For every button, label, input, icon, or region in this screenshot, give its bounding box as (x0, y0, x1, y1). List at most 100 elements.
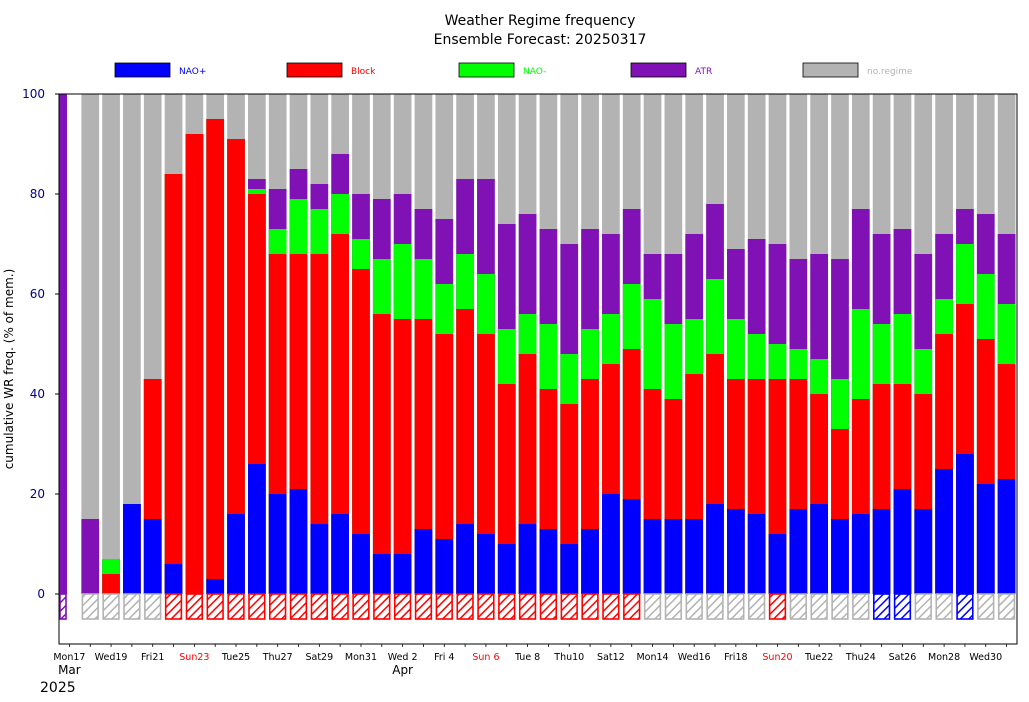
bar-segment-nao-pos (602, 494, 620, 594)
bar-segment-block (456, 309, 474, 594)
dominant-regime-marker (706, 593, 724, 620)
dominant-regime-marker (727, 593, 745, 620)
bar-segment-block (227, 139, 245, 594)
dominant-regime-marker (373, 593, 391, 620)
bar-segment-block (414, 319, 433, 594)
bar-segment-block (393, 319, 412, 594)
y-tick-label: 40 (30, 387, 45, 401)
dominant-regime-marker (810, 593, 828, 620)
chart-title: Weather Regime frequency (445, 13, 636, 29)
bar-segment-nao-pos (352, 534, 370, 594)
year-label: 2025 (40, 680, 76, 696)
bar-segment-nao-pos (539, 529, 558, 594)
dominant-regime-marker (227, 593, 245, 620)
dominant-regime-marker (893, 593, 912, 620)
dominant-regime-marker (414, 593, 433, 620)
bar-segment-no-regime (123, 94, 141, 594)
dominant-regime-marker (310, 593, 328, 620)
bar-segment-block (331, 234, 349, 594)
bar-segment-block (206, 119, 225, 594)
bar-segment-block (477, 334, 495, 594)
bar-segment-no-regime (81, 94, 100, 594)
dominant-regime-marker (435, 593, 453, 620)
dominant-regime-marker (997, 593, 1016, 620)
x-tick-label: Wed30 (969, 652, 1002, 663)
dominant-regime-marker (164, 593, 183, 620)
bar-segment-nao-pos (435, 539, 454, 594)
bar-segment-nao-pos (893, 489, 912, 594)
bar-segment-block (164, 174, 183, 594)
dominant-regime-marker (518, 593, 537, 620)
bar-segment-no-regime (102, 94, 120, 594)
plot-frame (58, 93, 1018, 645)
legend-swatch (802, 62, 859, 78)
y-tick-label: 80 (30, 187, 45, 201)
bar-segment-nao-pos (456, 524, 474, 594)
bar-segment-block (372, 314, 391, 594)
dominant-regime-marker (185, 593, 204, 620)
dominant-regime-marker (748, 593, 766, 620)
bars-group (59, 94, 1016, 594)
bar-segment-atr (81, 519, 100, 594)
y-tick-label: 20 (30, 487, 45, 501)
bar-segment-block (497, 384, 516, 594)
bar-segment-nao-pos (248, 464, 266, 594)
bar-segment-nao-pos (706, 504, 724, 594)
dominant-regime-marker (393, 593, 412, 620)
legend-label: ATR (695, 67, 712, 77)
x-tick-label: Wed19 (95, 652, 128, 663)
dominant-regime-marker (331, 593, 349, 620)
bar-segment-block (310, 254, 329, 594)
bar-segment-nao-pos (143, 519, 162, 594)
bar-segment-nao-pos (393, 554, 412, 594)
bar-segment-nao-pos (914, 509, 933, 594)
dominant-regime-marker (102, 593, 120, 620)
bar-segment-nao-pos (872, 509, 891, 594)
x-axis: Mon17 Wed19 Fri21 Sun23 Tue25 Thu27 Sat29 Mon31… (53, 644, 1007, 677)
legend-label: NAO- (523, 67, 546, 77)
legend-swatch (458, 62, 515, 78)
chart-subtitle: Ensemble Forecast: 20250317 (434, 32, 647, 48)
bar-segment-nao-pos (289, 489, 308, 594)
bar-segment-nao-pos (956, 454, 974, 594)
x-tick-label: Sun 6 (472, 652, 499, 663)
bar-segment-nao-pos (685, 519, 704, 594)
bar-segment-nao-pos (268, 494, 287, 594)
y-tick-label: 100 (22, 87, 45, 101)
bar-segment-nao-pos (164, 564, 183, 594)
dominant-regime-marker (352, 593, 370, 620)
bar-segment-nao-pos (643, 519, 662, 594)
dominant-regime-marker (81, 593, 99, 620)
bar-segment-nao-pos (727, 509, 745, 594)
dominant-regime-marker (539, 593, 558, 620)
dominant-regime-marker (789, 593, 807, 620)
bar-segment-nao-pos (518, 524, 537, 594)
legend-swatch (114, 62, 171, 78)
x-tick-label: Mon17 (53, 652, 85, 663)
dominant-regime-marker (269, 593, 287, 620)
bar-segment-nao-pos (560, 544, 579, 594)
dominant-regime-marker (768, 593, 787, 620)
dominant-regime-marker (914, 593, 932, 620)
y-tick-label: 60 (30, 287, 45, 301)
dominant-regime-marker (956, 593, 974, 620)
bar-segment-nao-pos (810, 504, 828, 594)
dominant-regime-marker (685, 593, 703, 620)
dominant-regime-marker (248, 593, 266, 620)
dominant-regime-marker (581, 593, 599, 620)
bar-segment-nao-pos (497, 544, 516, 594)
dominant-regime-marker (477, 593, 495, 620)
x-tick-label: Sat29 (305, 652, 333, 663)
bar-segment-block (435, 334, 454, 594)
x-tick-label: Thu10 (553, 652, 584, 663)
legend-label: NAO+ (179, 67, 206, 77)
dominant-regime-marker (560, 593, 578, 620)
dominant-regime-marker (831, 593, 849, 620)
x-tick-label: Tue25 (221, 652, 250, 663)
x-tick-label: Thu24 (845, 652, 876, 663)
x-tick-label: Sat12 (597, 652, 625, 663)
legend-label: no.regime (867, 67, 913, 77)
x-tick-label: Sat26 (889, 652, 917, 663)
